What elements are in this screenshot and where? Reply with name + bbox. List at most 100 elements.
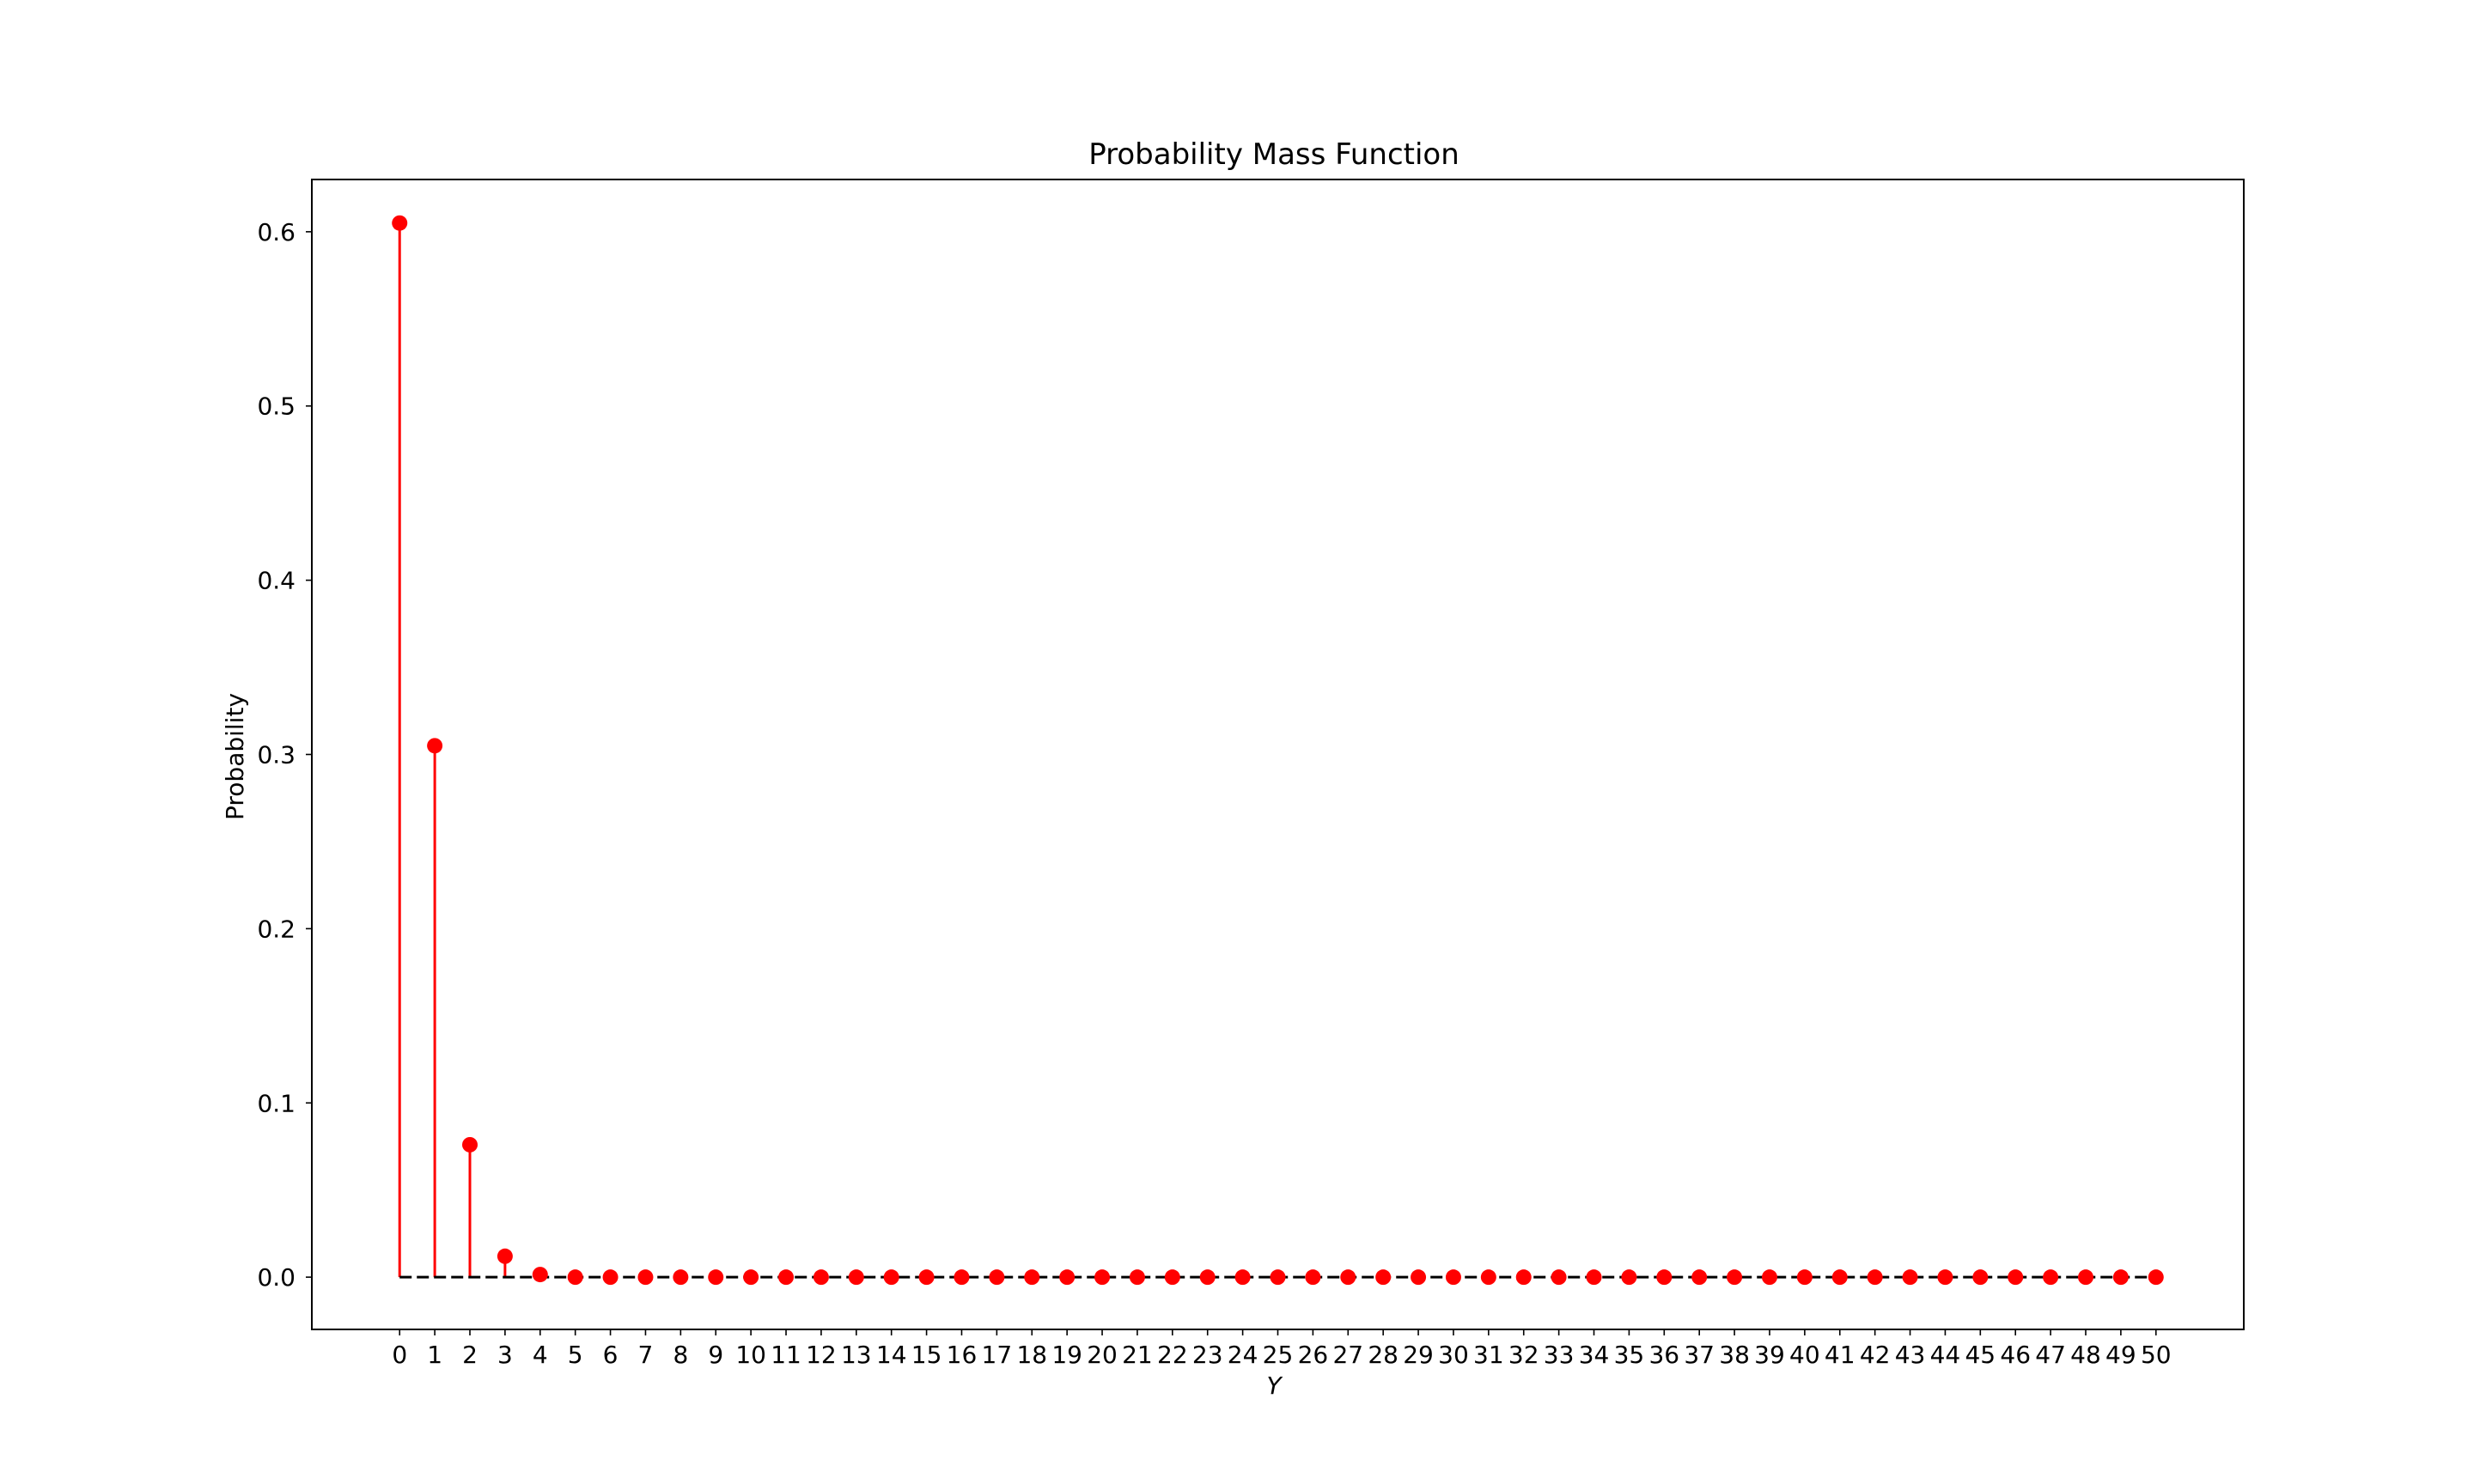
- x-tick-label-25: 25: [1263, 1341, 1294, 1369]
- stem-marker-23: [1199, 1269, 1216, 1286]
- x-tick-label-47: 47: [2035, 1341, 2066, 1369]
- x-tick-label-6: 6: [603, 1341, 618, 1369]
- y-tick-label-2: 0.2: [257, 915, 296, 943]
- y-tick-label-6: 0.6: [257, 218, 296, 246]
- stem-marker-10: [743, 1269, 759, 1286]
- markers-layer: [392, 215, 2164, 1286]
- stem-marker-12: [813, 1269, 829, 1286]
- stem-marker-0: [392, 215, 408, 231]
- x-tick-label-13: 13: [841, 1341, 872, 1369]
- x-tick-label-39: 39: [1754, 1341, 1785, 1369]
- x-tick-label-5: 5: [568, 1341, 583, 1369]
- x-tick-label-0: 0: [392, 1341, 407, 1369]
- stem-marker-24: [1234, 1269, 1251, 1286]
- x-tick-label-38: 38: [1719, 1341, 1750, 1369]
- x-tick-label-30: 30: [1438, 1341, 1469, 1369]
- stem-marker-9: [708, 1269, 724, 1286]
- x-tick-label-42: 42: [1860, 1341, 1891, 1369]
- stem-marker-29: [1411, 1269, 1427, 1286]
- y-tick-label-3: 0.3: [257, 741, 296, 769]
- stem-marker-16: [954, 1269, 970, 1286]
- x-tick-label-48: 48: [2070, 1341, 2101, 1369]
- x-tick-label-14: 14: [876, 1341, 907, 1369]
- x-tick-label-37: 37: [1684, 1341, 1715, 1369]
- x-tick-label-27: 27: [1332, 1341, 1363, 1369]
- stem-marker-1: [427, 738, 443, 754]
- x-tick-label-3: 3: [497, 1341, 513, 1369]
- x-tick-label-18: 18: [1016, 1341, 1047, 1369]
- y-tick-label-4: 0.4: [257, 567, 296, 595]
- stem-marker-47: [2043, 1269, 2059, 1286]
- x-tick-label-1: 1: [427, 1341, 442, 1369]
- stem-marker-5: [567, 1269, 583, 1286]
- stem-marker-49: [2112, 1269, 2129, 1286]
- chart-title: Probability Mass Function: [1088, 137, 1459, 172]
- stem-marker-30: [1445, 1269, 1461, 1286]
- stem-marker-27: [1340, 1269, 1356, 1286]
- x-tick-label-16: 16: [947, 1341, 978, 1369]
- stem-marker-36: [1656, 1269, 1673, 1286]
- chart-title-layer: Probability Mass Function: [1088, 137, 1459, 172]
- y-ticks-layer: 0.0 0.1 0.2 0.3 0.4 0.5 0.6: [257, 218, 312, 1292]
- y-tick-label-1: 0.1: [257, 1089, 296, 1117]
- stem-marker-31: [1480, 1269, 1496, 1286]
- stem-marker-15: [918, 1269, 935, 1286]
- stem-marker-37: [1691, 1269, 1708, 1286]
- stem-marker-42: [1867, 1269, 1883, 1286]
- x-tick-label-43: 43: [1895, 1341, 1926, 1369]
- stem-marker-35: [1621, 1269, 1637, 1286]
- stem-marker-44: [1937, 1269, 1953, 1286]
- stem-marker-7: [637, 1269, 654, 1286]
- stem-marker-22: [1164, 1269, 1180, 1286]
- x-tick-label-35: 35: [1614, 1341, 1645, 1369]
- stem-marker-34: [1586, 1269, 1602, 1286]
- x-tick-label-36: 36: [1648, 1341, 1679, 1369]
- stem-marker-19: [1059, 1269, 1076, 1286]
- stem-marker-38: [1727, 1269, 1743, 1286]
- stem-marker-18: [1024, 1269, 1040, 1286]
- x-tick-label-33: 33: [1544, 1341, 1575, 1369]
- y-axis-label: Probability: [221, 693, 249, 820]
- x-tick-label-7: 7: [638, 1341, 654, 1369]
- stem-marker-2: [462, 1136, 478, 1153]
- x-tick-label-20: 20: [1087, 1341, 1118, 1369]
- x-tick-label-24: 24: [1228, 1341, 1258, 1369]
- x-tick-label-28: 28: [1368, 1341, 1398, 1369]
- x-tick-label-22: 22: [1157, 1341, 1188, 1369]
- x-tick-label-8: 8: [673, 1341, 688, 1369]
- stem-marker-6: [602, 1269, 618, 1286]
- x-tick-label-4: 4: [533, 1341, 548, 1369]
- x-tick-label-2: 2: [462, 1341, 478, 1369]
- stem-marker-39: [1761, 1269, 1777, 1286]
- y-tick-label-5: 0.5: [257, 392, 296, 421]
- x-tick-label-45: 45: [1965, 1341, 1996, 1369]
- stem-marker-46: [2008, 1269, 2024, 1286]
- stem-marker-4: [532, 1267, 548, 1283]
- stem-marker-13: [848, 1269, 864, 1286]
- x-tick-label-23: 23: [1192, 1341, 1223, 1369]
- stem-marker-33: [1551, 1269, 1567, 1286]
- axis-labels-layer: Y Probability: [221, 693, 1283, 1400]
- x-tick-label-15: 15: [911, 1341, 942, 1369]
- x-tick-label-50: 50: [2141, 1341, 2172, 1369]
- x-tick-label-26: 26: [1298, 1341, 1329, 1369]
- stem-marker-45: [1972, 1269, 1989, 1286]
- x-tick-label-32: 32: [1508, 1341, 1539, 1369]
- x-tick-label-21: 21: [1122, 1341, 1153, 1369]
- x-tick-label-46: 46: [2000, 1341, 2031, 1369]
- stem-marker-41: [1831, 1269, 1848, 1286]
- stem-marker-43: [1902, 1269, 1918, 1286]
- stem-marker-40: [1796, 1269, 1813, 1286]
- stem-marker-32: [1515, 1269, 1532, 1286]
- x-tick-label-49: 49: [2105, 1341, 2136, 1369]
- stem-marker-28: [1375, 1269, 1392, 1286]
- stem-marker-26: [1305, 1269, 1321, 1286]
- stem-marker-3: [497, 1248, 513, 1264]
- x-tick-label-9: 9: [708, 1341, 723, 1369]
- x-tick-label-10: 10: [735, 1341, 766, 1369]
- x-tick-label-12: 12: [806, 1341, 837, 1369]
- axes-layer: [311, 179, 2245, 1330]
- x-tick-label-44: 44: [1930, 1341, 1961, 1369]
